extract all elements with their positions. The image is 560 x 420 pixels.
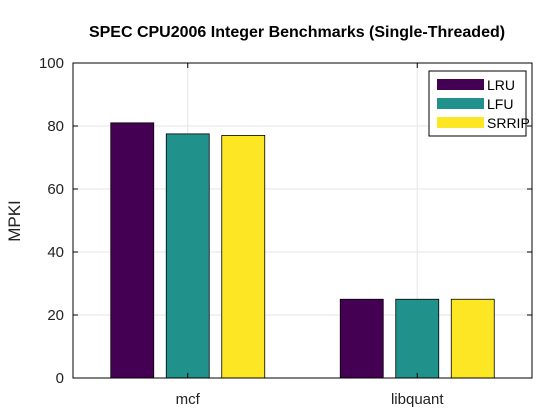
chart-title: SPEC CPU2006 Integer Benchmarks (Single-… — [89, 24, 505, 41]
y-tick-label-2: 40 — [47, 244, 64, 261]
bar-lfu-libquant — [396, 299, 439, 378]
y-axis-label: MPKI — [5, 200, 24, 242]
y-tick-label-0: 0 — [56, 370, 64, 387]
bars — [111, 123, 495, 378]
y-tick-label-5: 100 — [39, 55, 64, 72]
y-tick-label-4: 80 — [47, 118, 64, 135]
legend: LRU LFU SRRIP — [429, 71, 530, 136]
y-tick-label-1: 20 — [47, 307, 64, 324]
y-tick-label-3: 60 — [47, 181, 64, 198]
x-tick-label-libquant: libquant — [391, 391, 444, 408]
legend-label-srrip: SRRIP — [487, 115, 530, 131]
legend-swatch-lfu — [437, 98, 484, 109]
bar-srrip-mcf — [222, 135, 265, 378]
legend-label-lru: LRU — [487, 77, 515, 93]
legend-swatch-lru — [437, 79, 484, 90]
bar-srrip-libquant — [451, 299, 494, 378]
bar-lfu-mcf — [166, 134, 209, 378]
bar-lru-mcf — [111, 123, 154, 378]
legend-label-lfu: LFU — [487, 96, 513, 112]
bar-lru-libquant — [340, 299, 383, 378]
x-tick-label-mcf: mcf — [176, 391, 201, 408]
legend-swatch-srrip — [437, 117, 484, 128]
